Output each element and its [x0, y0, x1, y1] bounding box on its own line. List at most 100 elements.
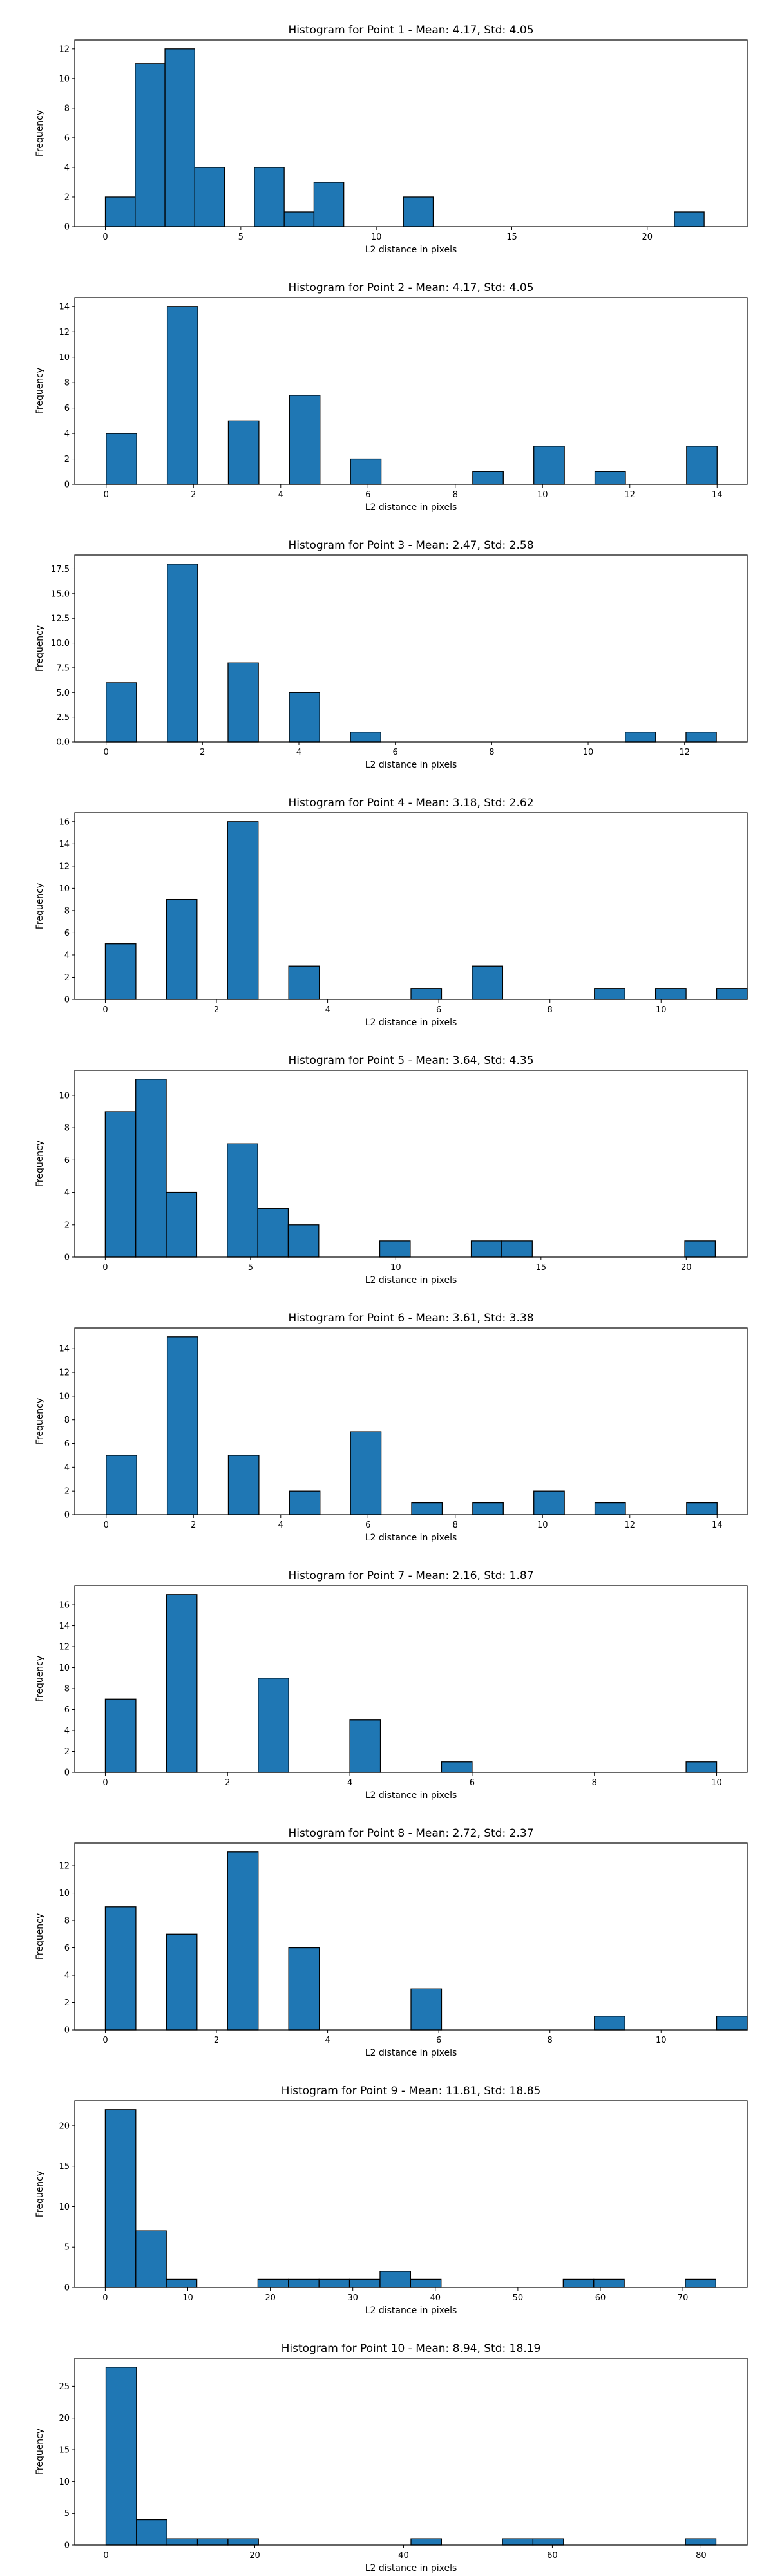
histogram-bar [441, 1761, 473, 1773]
y-tick-label: 12 [59, 1862, 70, 1871]
y-tick-label: 10.0 [51, 639, 70, 649]
chart-title: Histogram for Point 5 - Mean: 3.64, Std:… [288, 1054, 533, 1067]
histogram-bar [403, 196, 434, 227]
x-tick-label: 15 [506, 232, 517, 242]
histogram-bar [502, 2538, 534, 2546]
histogram-bar [289, 395, 321, 485]
x-tick-label: 2 [214, 2036, 219, 2045]
histogram-bar [685, 2538, 717, 2546]
y-tick-label: 8 [64, 1416, 70, 1425]
histogram-bar [562, 2278, 595, 2288]
x-tick-label: 20 [642, 232, 653, 242]
y-tick-label: 6 [64, 1439, 70, 1449]
axes-frame [74, 39, 748, 227]
histogram-bar [350, 732, 381, 743]
y-tick-label: 4 [64, 951, 70, 960]
histogram-bar [716, 988, 748, 1000]
x-axis-label: L2 distance in pixels [365, 2563, 457, 2573]
y-axis-label: Frequency [35, 1141, 45, 1187]
histogram-bar [533, 446, 565, 485]
histogram-bar [258, 1678, 289, 1773]
x-tick-label: 8 [489, 748, 494, 757]
histogram-bar [287, 1224, 320, 1258]
y-axis-label: Frequency [35, 2429, 45, 2475]
histogram-bar [166, 1336, 198, 1515]
x-tick-label: 8 [548, 1005, 553, 1015]
x-tick-label: 30 [347, 2293, 358, 2303]
x-tick-label: 12 [624, 1520, 635, 1530]
histogram-bar [472, 965, 504, 1000]
y-tick-label: 10 [59, 884, 70, 894]
x-tick-label: 4 [325, 2036, 330, 2045]
histogram-bar [106, 1455, 137, 1515]
histogram-bar [135, 1079, 167, 1258]
x-tick-label: 0 [103, 2551, 108, 2561]
x-tick-label: 8 [453, 1520, 458, 1530]
y-tick-label: 2 [64, 973, 70, 983]
x-tick-label: 8 [592, 1778, 597, 1788]
y-tick-label: 10 [59, 1392, 70, 1401]
x-tick-label: 2 [191, 1520, 196, 1530]
histogram-bar [594, 471, 626, 485]
y-tick-label: 6 [64, 1705, 70, 1715]
histogram-bar [283, 211, 315, 227]
histogram-bar [716, 2016, 748, 2031]
chart-title: Histogram for Point 2 - Mean: 4.17, Std:… [288, 281, 533, 294]
histogram-bar [685, 1761, 718, 1773]
chart-panel-7: Histogram for Point 7 - Mean: 2.16, Std:… [35, 1569, 748, 1801]
histogram-bar [289, 692, 320, 743]
histogram-bar [106, 433, 137, 485]
y-tick-label: 4 [64, 430, 70, 439]
histogram-bar [227, 1143, 258, 1258]
chart-title: Histogram for Point 4 - Mean: 3.18, Std:… [288, 797, 533, 810]
x-axis-label: L2 distance in pixels [365, 1275, 457, 1285]
y-tick-label: 4 [64, 1463, 70, 1473]
x-tick-label: 10 [182, 2293, 193, 2303]
x-tick-label: 0 [102, 1778, 108, 1788]
x-tick-label: 20 [265, 2293, 276, 2303]
x-tick-label: 50 [513, 2293, 524, 2303]
y-tick-label: 2.5 [56, 713, 70, 723]
y-tick-label: 12 [59, 44, 70, 54]
y-tick-label: 20 [59, 2414, 70, 2423]
histogram-bar [104, 943, 137, 1000]
y-tick-label: 17.5 [51, 565, 70, 574]
y-tick-label: 15.0 [51, 589, 70, 599]
x-axis-label: L2 distance in pixels [365, 2048, 457, 2058]
x-tick-label: 8 [453, 490, 458, 500]
histogram-bar [227, 420, 260, 485]
y-tick-label: 14 [59, 1345, 70, 1354]
x-tick-label: 20 [249, 2551, 260, 2561]
y-tick-label: 10 [59, 74, 70, 84]
x-tick-label: 14 [712, 490, 723, 500]
y-tick-label: 8 [64, 104, 70, 113]
histogram-bar [136, 2519, 167, 2546]
histogram-bar [379, 1240, 411, 1258]
y-tick-label: 0 [64, 2026, 70, 2036]
chart-panel-1: Histogram for Point 1 - Mean: 4.17, Std:… [35, 24, 748, 255]
y-tick-label: 0 [64, 1768, 70, 1778]
y-axis-label: Frequency [35, 1913, 45, 1960]
x-tick-label: 6 [393, 748, 398, 757]
x-tick-label: 6 [365, 490, 370, 500]
histogram-bar [257, 2278, 289, 2288]
x-axis-label: L2 distance in pixels [365, 1533, 457, 1543]
y-axis-label: Frequency [35, 2171, 45, 2217]
histogram-bar [470, 1240, 502, 1258]
histogram-bar [227, 821, 259, 1000]
chart-panel-9: Histogram for Point 9 - Mean: 11.81, Std… [35, 2085, 748, 2316]
chart-title: Histogram for Point 1 - Mean: 4.17, Std:… [288, 24, 533, 37]
histogram-bar [472, 471, 504, 485]
y-tick-label: 2 [64, 1998, 70, 2008]
x-axis-label: L2 distance in pixels [365, 760, 457, 770]
chart-title: Histogram for Point 8 - Mean: 2.72, Std:… [288, 1827, 533, 1840]
x-tick-label: 10 [390, 1263, 401, 1273]
x-tick-label: 5 [238, 232, 243, 242]
y-tick-label: 6 [64, 133, 70, 143]
histogram-bar [104, 2109, 137, 2288]
y-tick-label: 8 [64, 1917, 70, 1926]
x-tick-label: 10 [537, 1520, 548, 1530]
x-tick-label: 40 [430, 2293, 441, 2303]
y-tick-label: 0 [64, 223, 70, 232]
